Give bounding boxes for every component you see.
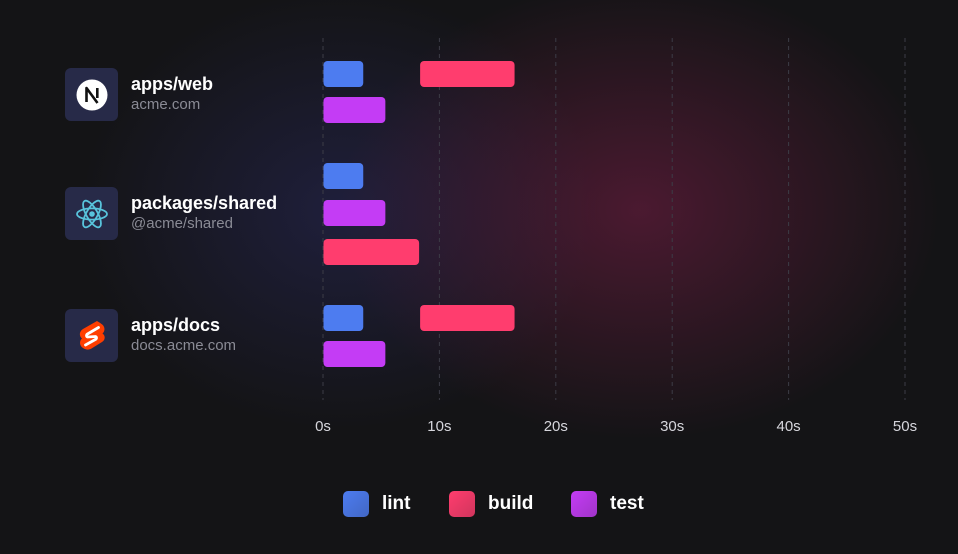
x-tick-label: 50s — [893, 418, 917, 435]
bar-lint — [323, 61, 364, 87]
legend-swatch-build — [449, 491, 475, 517]
bar-build — [420, 305, 515, 331]
legend-item-test: test — [571, 489, 644, 519]
x-tick-label: 30s — [660, 418, 684, 435]
legend-label: lint — [382, 493, 411, 514]
bar-test — [323, 341, 386, 367]
legend-swatch-lint — [343, 491, 369, 517]
x-tick-label: 0s — [315, 418, 331, 435]
project-name: packages/shared — [131, 193, 278, 213]
x-tick-label: 20s — [544, 418, 568, 435]
project-subtitle: acme.com — [131, 96, 201, 113]
x-tick-label: 40s — [777, 418, 801, 435]
project-name: apps/web — [131, 74, 214, 94]
task-bars — [323, 61, 515, 367]
bar-build — [420, 61, 515, 87]
legend-swatch-test — [571, 491, 597, 517]
nextjs-icon — [65, 68, 118, 121]
legend-label: build — [488, 493, 534, 514]
legend-item-build: build — [449, 489, 533, 519]
bar-test — [323, 97, 386, 123]
legend-label: test — [610, 493, 644, 514]
x-tick-label: 10s — [427, 418, 451, 435]
x-axis-ticks: 0s 10s 20s 30s 40s 50s — [315, 418, 917, 435]
bar-test — [323, 200, 386, 226]
project-name: apps/docs — [131, 315, 221, 335]
grid-lines — [322, 38, 906, 400]
react-icon — [65, 187, 118, 240]
bar-lint — [323, 163, 364, 189]
bar-build — [323, 239, 420, 265]
bar-lint — [323, 305, 364, 331]
project-subtitle: @acme/shared — [131, 215, 233, 232]
svelte-icon — [65, 309, 118, 362]
project-subtitle: docs.acme.com — [131, 337, 237, 354]
legend-item-lint: lint — [343, 489, 411, 519]
